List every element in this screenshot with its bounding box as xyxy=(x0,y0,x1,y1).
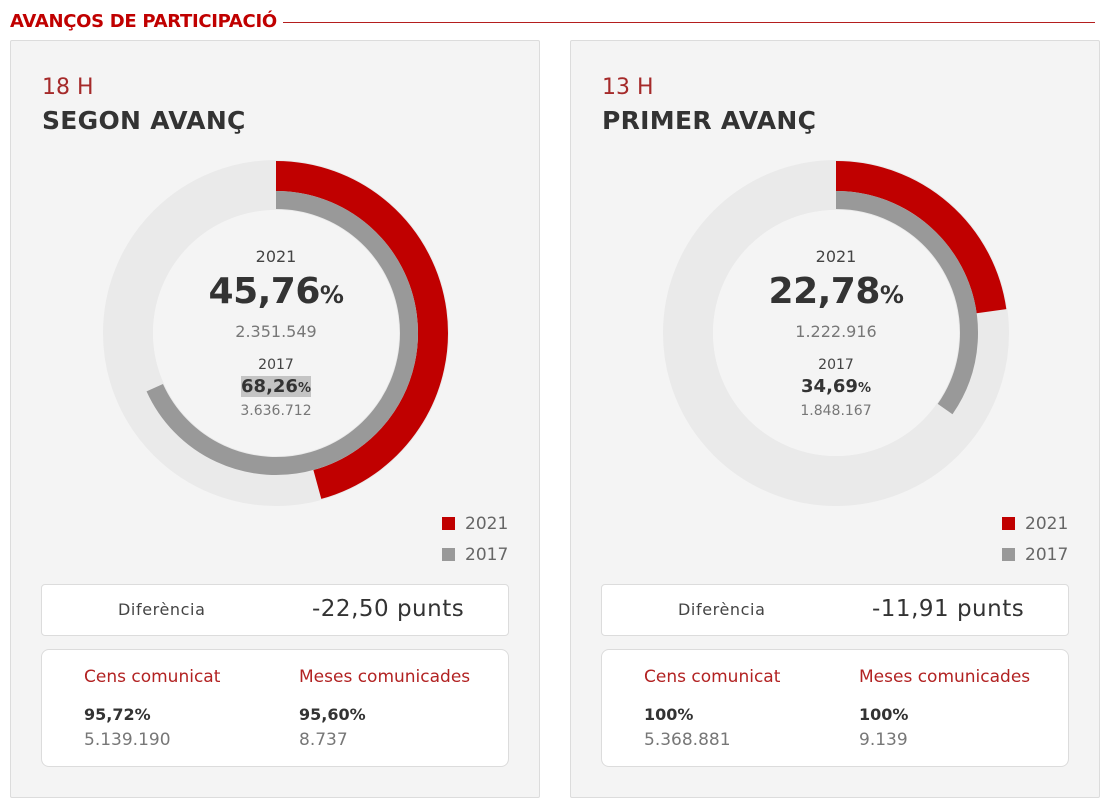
cens-label: Cens comunicat xyxy=(644,667,781,687)
pct-2021-number: 22,78 xyxy=(768,271,881,312)
difference-box: Diferència -11,91 punts xyxy=(601,584,1069,636)
cens-value: 5.368.881 xyxy=(644,730,731,750)
pct-2017-number: 68,26% xyxy=(241,376,311,397)
arc-2021 xyxy=(275,161,448,499)
panel-title: PRIMER AVANÇ xyxy=(602,106,817,135)
participation-2017-value: 34,69% xyxy=(661,376,1011,397)
meses-label: Meses comunicades xyxy=(299,667,471,687)
pct-unit: % xyxy=(879,281,904,309)
panel-primer-avanc: 13 H PRIMER AVANÇ 2021 22,78% 1.222.916 … xyxy=(570,40,1100,798)
donut-center-labels: 2021 45,76% 2.351.549 2017 68,26% 3.636.… xyxy=(101,158,451,508)
participation-2021-value: 45,76% xyxy=(101,271,451,312)
donut-hole xyxy=(153,210,399,456)
donut-hole xyxy=(713,210,959,456)
pct-2017-text: 68,26 xyxy=(241,376,298,397)
arc-2017 xyxy=(146,191,418,475)
participation-2017-value: 68,26% xyxy=(101,376,451,397)
census-stats-box: Cens comunicat Meses comunicades 95,72% … xyxy=(41,649,509,767)
cens-percent: 100% xyxy=(644,705,694,724)
panel-hour: 13 H xyxy=(602,75,654,100)
difference-label: Diferència xyxy=(118,600,206,619)
section-title: AVANÇOS DE PARTICIPACIÓ xyxy=(10,10,277,32)
participation-2021-value: 22,78% xyxy=(661,271,1011,312)
cens-percent: 95,72% xyxy=(84,705,151,724)
year-2021-label: 2021 xyxy=(815,247,857,266)
difference-box: Diferència -22,50 punts xyxy=(41,584,509,636)
legend-item-2021: 2021 xyxy=(1002,514,1068,534)
year-2017-label: 2017 xyxy=(258,357,294,373)
legend-label: 2021 xyxy=(465,514,509,534)
votes-2017-count: 3.636.712 xyxy=(240,403,312,419)
meses-value: 9.139 xyxy=(859,730,908,750)
cens-value: 5.139.190 xyxy=(84,730,171,750)
cens-label: Cens comunicat xyxy=(84,667,221,687)
arc-2017 xyxy=(835,191,978,415)
panel-segon-avanc: 18 H SEGON AVANÇ 2021 45,76% 2.351.549 2… xyxy=(10,40,540,798)
legend-item-2021: 2021 xyxy=(442,514,508,534)
votes-2021-count: 1.222.916 xyxy=(795,322,877,341)
meses-percent: 100% xyxy=(859,705,909,724)
meses-label: Meses comunicades xyxy=(859,667,1031,687)
participation-donut-chart xyxy=(103,160,449,506)
votes-2017-count: 1.848.167 xyxy=(800,403,872,419)
year-2021-label: 2021 xyxy=(255,247,297,266)
pct-2021-number: 45,76 xyxy=(208,271,321,312)
donut-center-labels: 2021 22,78% 1.222.916 2017 34,69% 1.848.… xyxy=(661,158,1011,508)
votes-2021-count: 2.351.549 xyxy=(235,322,317,341)
legend-swatch-2017 xyxy=(1002,547,1015,561)
section-header: AVANÇOS DE PARTICIPACIÓ xyxy=(10,8,1095,34)
donut-track xyxy=(663,160,1009,506)
legend-swatch-2021 xyxy=(442,516,455,530)
difference-value: -11,91 punts xyxy=(872,596,1025,622)
participation-donut-chart xyxy=(663,160,1009,506)
census-stats-box: Cens comunicat Meses comunicades 100% 10… xyxy=(601,649,1069,767)
pct-2017-number: 34,69 xyxy=(801,376,858,397)
legend-label: 2017 xyxy=(465,545,509,565)
legend-swatch-2021 xyxy=(1002,516,1015,530)
difference-value: -22,50 punts xyxy=(312,596,465,622)
pct-unit: % xyxy=(297,381,311,396)
section-divider xyxy=(282,21,1095,23)
panel-title: SEGON AVANÇ xyxy=(42,106,246,135)
meses-value: 8.737 xyxy=(299,730,348,750)
meses-percent: 95,60% xyxy=(299,705,366,724)
year-2017-label: 2017 xyxy=(818,357,854,373)
arc-2021 xyxy=(835,161,1007,314)
panel-hour: 18 H xyxy=(42,75,94,100)
difference-label: Diferència xyxy=(678,600,766,619)
legend-item-2017: 2017 xyxy=(1002,545,1068,565)
legend-label: 2021 xyxy=(1025,514,1069,534)
legend-label: 2017 xyxy=(1025,545,1069,565)
legend-item-2017: 2017 xyxy=(442,545,508,565)
pct-unit: % xyxy=(857,381,871,396)
legend-swatch-2017 xyxy=(442,547,455,561)
pct-unit: % xyxy=(319,281,344,309)
